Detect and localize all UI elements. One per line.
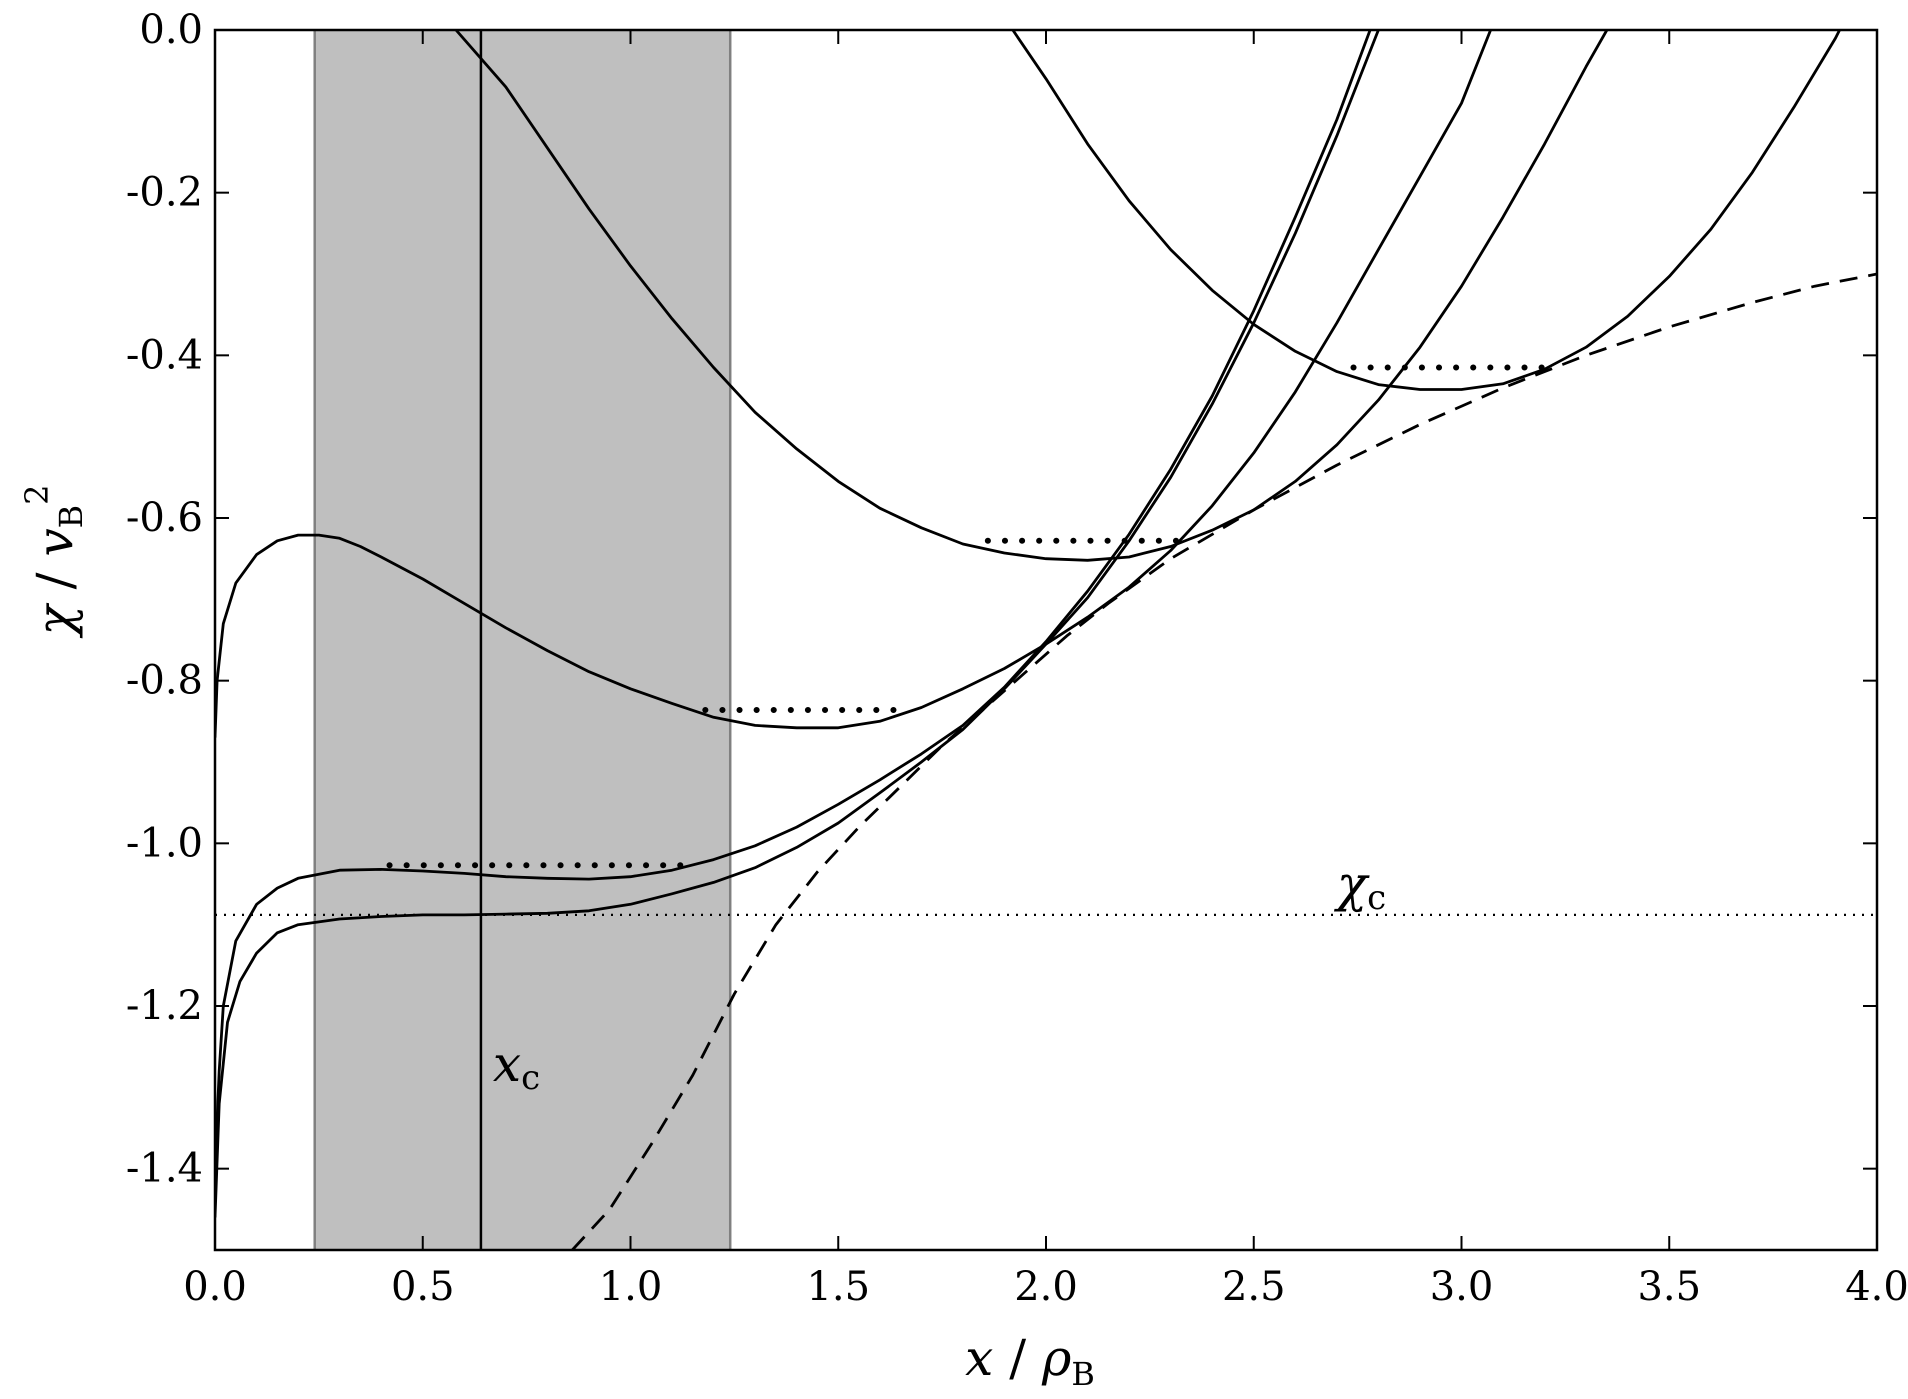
x-c-annotation-main: x <box>493 1035 521 1093</box>
x-axis-label-sub: B <box>1071 1355 1095 1393</box>
y-axis-label-sub: B <box>52 505 90 529</box>
y-tick-label: -0.2 <box>126 170 203 216</box>
y-axis-label: χ / vB2 <box>18 484 90 638</box>
x-axis-label: x / ρB <box>965 1329 1095 1393</box>
shaded-band <box>314 30 731 1250</box>
x-tick-label: 4.0 <box>1845 1264 1908 1310</box>
x-c-annotation-sub: c <box>521 1058 540 1098</box>
potential-curve-5 <box>1011 30 1841 391</box>
y-tick-label: 0.0 <box>139 7 203 53</box>
y-tick-label: -0.4 <box>126 332 203 378</box>
x-tick-label: 3.0 <box>1430 1264 1494 1310</box>
y-tick-label: -0.6 <box>126 495 203 541</box>
tick-layer: 0.0 0.5 1.0 1.5 2.0 2.5 3.0 3.5 4.0 0.0 -0.2 -0.4 -0… <box>126 7 1908 1310</box>
x-tick-label: 2.0 <box>1014 1264 1078 1310</box>
x-tick-label: 3.5 <box>1637 1264 1701 1310</box>
y-axis-label-main: χ <box>26 603 84 639</box>
dashed-asymptote-curve <box>571 272 1877 1250</box>
x-axis-label-main: x <box>965 1329 993 1387</box>
chi-c-annotation-main: χ <box>1334 855 1370 913</box>
curve-layer <box>215 30 1877 1250</box>
potential-curve-2 <box>215 30 1372 1169</box>
y-axis-label-sup: 2 <box>18 484 56 504</box>
y-axis-label-symbol: v <box>26 528 84 556</box>
y-axis-label-sep: / <box>26 557 84 606</box>
x-axis-label-sep: / <box>993 1329 1042 1387</box>
shaded-band-layer <box>313 30 732 1250</box>
reference-line-layer <box>215 30 1877 1250</box>
chi-c-annotation-sub: c <box>1367 878 1386 918</box>
potential-curve-1 <box>215 30 1380 1218</box>
x-axis-label-symbol: ρ <box>1041 1329 1072 1387</box>
x-tick-label: 1.5 <box>806 1264 870 1310</box>
y-tick-label: -1.4 <box>126 1146 203 1192</box>
x-tick-label: 0.5 <box>391 1264 455 1310</box>
x-tick-label: 0.0 <box>183 1264 247 1310</box>
potential-curve-4 <box>454 30 1609 562</box>
y-tick-label: -1.2 <box>126 983 203 1029</box>
x-c-annotation: xc <box>493 1035 540 1098</box>
x-tick-label: 1.0 <box>599 1264 663 1310</box>
y-tick-label: -1.0 <box>126 820 203 866</box>
potential-curve-3 <box>215 30 1492 738</box>
chi-c-annotation: χc <box>1334 855 1386 918</box>
y-tick-label: -0.8 <box>126 658 203 704</box>
x-tick-label: 2.5 <box>1222 1264 1286 1310</box>
